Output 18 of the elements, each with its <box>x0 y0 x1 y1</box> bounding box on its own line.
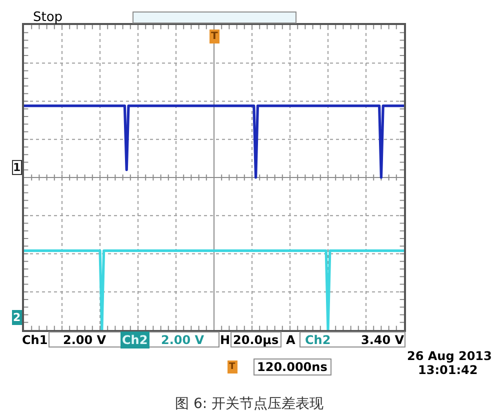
text: 20.0µs <box>233 333 279 347</box>
text: 120.000ns <box>257 360 328 374</box>
text: 2.00 V <box>161 333 205 347</box>
text: 2.00 V <box>63 333 107 347</box>
text: Stop <box>33 10 63 25</box>
text: T <box>229 362 236 372</box>
text: Ch1 <box>22 333 48 347</box>
text: Ch2 <box>122 333 148 347</box>
text: 13:01:42 <box>418 363 478 377</box>
text: 1 <box>13 161 21 174</box>
text: A <box>286 333 296 347</box>
text: 2 <box>13 311 21 324</box>
text: T <box>211 31 218 42</box>
text: 26 Aug 2013 <box>407 349 492 363</box>
text: Ch2 <box>305 333 331 347</box>
text: 3.40 V <box>361 333 405 347</box>
caption: 图 6: 开关节点压差表现 <box>175 396 324 412</box>
text: H <box>220 333 230 347</box>
